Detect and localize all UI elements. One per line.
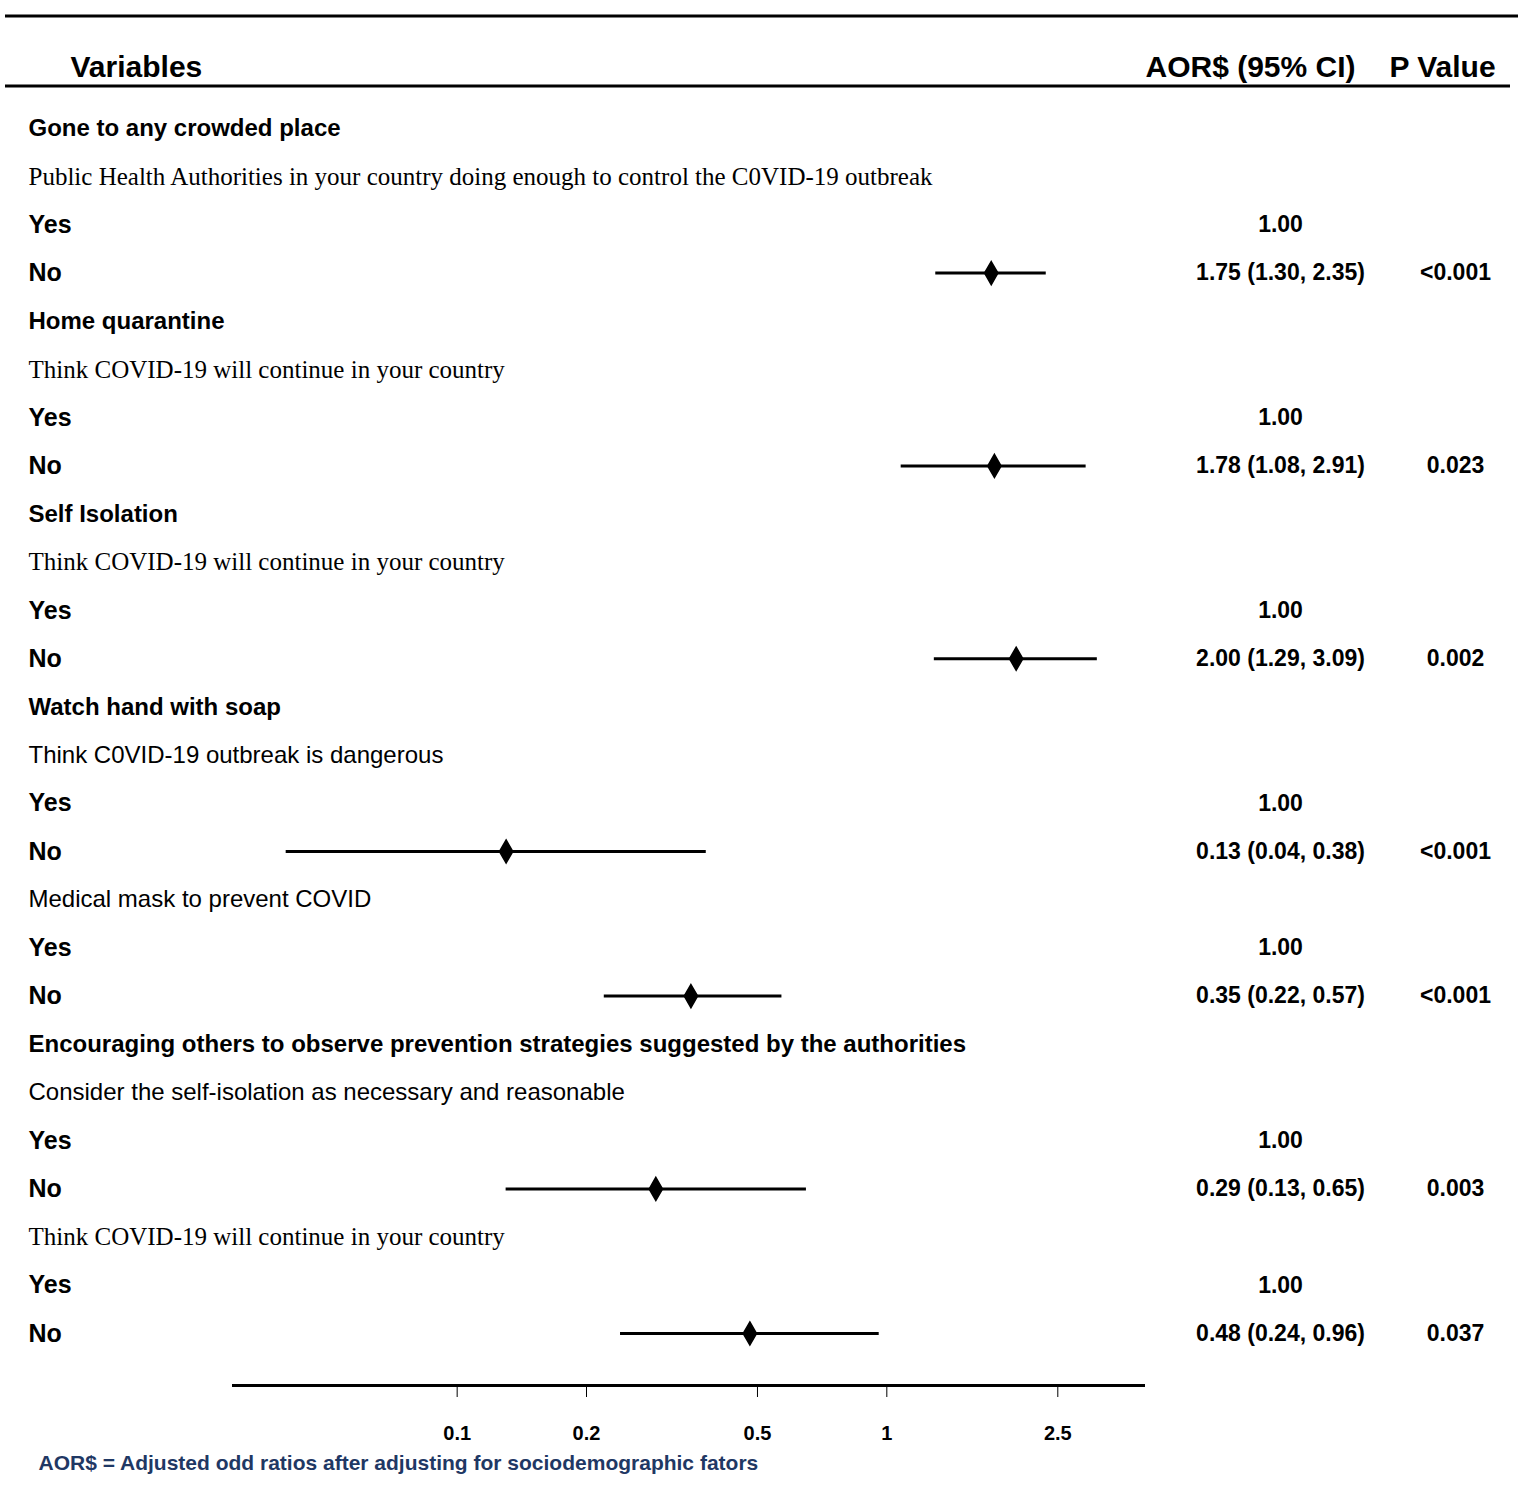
svg-text:AOR$ = Adjusted odd ratios aft: AOR$ = Adjusted odd ratios after adjusti… <box>39 1451 759 1474</box>
svg-text:1.00: 1.00 <box>1258 790 1303 816</box>
svg-text:P Value: P Value <box>1389 50 1495 83</box>
svg-text:Think C0VID-19 outbreak is dan: Think C0VID-19 outbreak is dangerous <box>29 741 444 768</box>
svg-text:1.00: 1.00 <box>1258 1272 1303 1298</box>
svg-text:Think COVID-19 will continue i: Think COVID-19 will continue in your cou… <box>29 356 506 383</box>
svg-text:<0.001: <0.001 <box>1420 838 1491 864</box>
svg-text:Variables: Variables <box>71 50 203 83</box>
svg-text:0.037: 0.037 <box>1427 1320 1485 1346</box>
svg-text:AOR$ (95% CI): AOR$ (95% CI) <box>1145 50 1355 83</box>
svg-text:Yes: Yes <box>29 1270 72 1298</box>
svg-text:<0.001: <0.001 <box>1420 982 1491 1008</box>
svg-text:0.003: 0.003 <box>1427 1175 1485 1201</box>
svg-text:0.13 (0.04, 0.38): 0.13 (0.04, 0.38) <box>1196 838 1365 864</box>
svg-text:0.023: 0.023 <box>1427 452 1485 478</box>
svg-text:No: No <box>29 451 62 479</box>
svg-text:Public Health Authorities in y: Public Health Authorities in your countr… <box>29 163 934 190</box>
svg-text:No: No <box>29 837 62 865</box>
svg-text:Think COVID-19 will continue i: Think COVID-19 will continue in your cou… <box>29 548 506 575</box>
svg-text:0.002: 0.002 <box>1427 645 1485 671</box>
svg-text:0.5: 0.5 <box>744 1422 772 1444</box>
svg-text:1.78 (1.08, 2.91): 1.78 (1.08, 2.91) <box>1196 452 1365 478</box>
svg-text:0.2: 0.2 <box>573 1422 601 1444</box>
svg-text:1.75 (1.30, 2.35): 1.75 (1.30, 2.35) <box>1196 259 1365 285</box>
svg-text:1.00: 1.00 <box>1258 211 1303 237</box>
svg-text:0.1: 0.1 <box>443 1422 471 1444</box>
svg-text:2.5: 2.5 <box>1044 1422 1072 1444</box>
svg-text:No: No <box>29 258 62 286</box>
svg-text:No: No <box>29 1174 62 1202</box>
svg-text:Encouraging others to observe: Encouraging others to observe prevention… <box>29 1030 967 1057</box>
svg-text:Think COVID-19 will continue i: Think COVID-19 will continue in your cou… <box>29 1223 506 1250</box>
svg-text:2.00 (1.29, 3.09): 2.00 (1.29, 3.09) <box>1196 645 1365 671</box>
svg-text:<0.001: <0.001 <box>1420 259 1491 285</box>
svg-text:1.00: 1.00 <box>1258 934 1303 960</box>
svg-text:0.48 (0.24, 0.96): 0.48 (0.24, 0.96) <box>1196 1320 1365 1346</box>
svg-text:No: No <box>29 644 62 672</box>
svg-text:No: No <box>29 1319 62 1347</box>
svg-text:Watch hand with soap: Watch hand with soap <box>29 693 281 720</box>
svg-text:Gone to any crowded place: Gone to any crowded place <box>29 114 341 141</box>
svg-text:Consider the self-isolation as: Consider the self-isolation as necessary… <box>29 1078 625 1105</box>
svg-text:Medical mask to prevent COVID: Medical mask to prevent COVID <box>29 885 372 912</box>
svg-text:1.00: 1.00 <box>1258 597 1303 623</box>
svg-text:1.00: 1.00 <box>1258 1127 1303 1153</box>
svg-text:Yes: Yes <box>29 596 72 624</box>
svg-text:Home quarantine: Home quarantine <box>29 307 225 334</box>
svg-text:1.00: 1.00 <box>1258 404 1303 430</box>
svg-text:Yes: Yes <box>29 933 72 961</box>
svg-text:0.29 (0.13, 0.65): 0.29 (0.13, 0.65) <box>1196 1175 1365 1201</box>
svg-text:1: 1 <box>881 1422 892 1444</box>
svg-text:0.35 (0.22, 0.57): 0.35 (0.22, 0.57) <box>1196 982 1365 1008</box>
svg-text:Yes: Yes <box>29 1126 72 1154</box>
svg-text:No: No <box>29 981 62 1009</box>
svg-text:Yes: Yes <box>29 403 72 431</box>
svg-text:Yes: Yes <box>29 210 72 238</box>
svg-text:Yes: Yes <box>29 788 72 816</box>
svg-text:Self Isolation: Self Isolation <box>29 500 178 527</box>
